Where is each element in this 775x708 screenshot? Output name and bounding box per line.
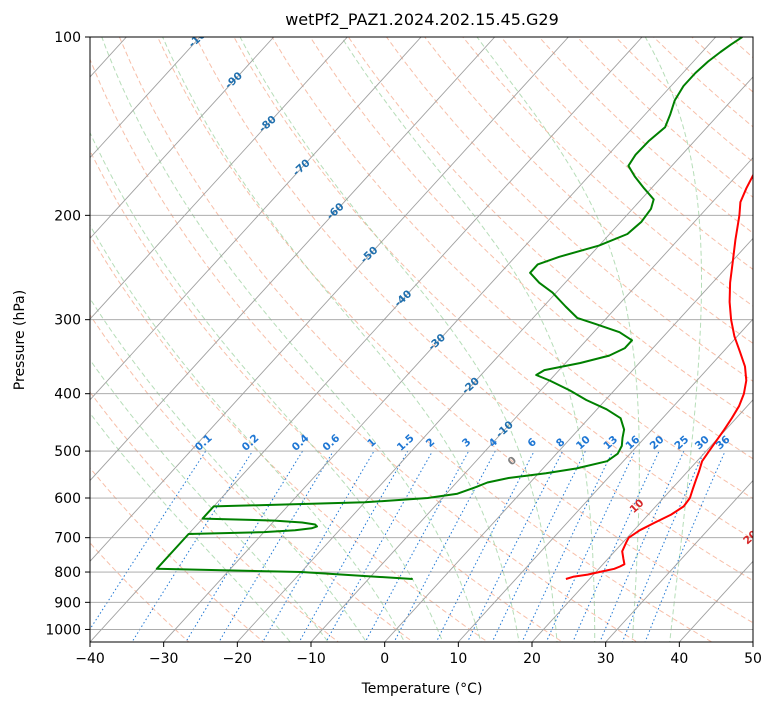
isotherm: [90, 37, 201, 159]
x-tick-label: 0: [380, 651, 389, 667]
y-tick-label: 200: [54, 208, 81, 224]
x-axis: −40 −30 −20 −10 0 10 20 30 40 50: [75, 642, 762, 667]
dewpoint-profile-line: [155, 37, 743, 580]
chart-title: wetPf2_PAZ1.2024.202.15.45.G29: [285, 10, 559, 30]
dry-adiabat: [309, 37, 753, 460]
y-tick-label: 1000: [45, 622, 81, 638]
isotherm: [384, 237, 753, 642]
y-tick-label: 700: [54, 531, 81, 547]
x-tick-label: −40: [75, 651, 105, 667]
y-tick-label: 900: [54, 595, 81, 611]
x-tick-label: 30: [597, 651, 615, 667]
isotherm: [310, 156, 753, 642]
dry-adiabat: [195, 37, 753, 582]
x-tick-label: 20: [523, 651, 541, 667]
y-tick-label: 800: [54, 565, 81, 581]
y-tick-label: 300: [54, 313, 81, 329]
moist-adiabat: [644, 37, 702, 642]
x-axis-label: Temperature (°C): [361, 681, 483, 697]
isotherm: [90, 37, 496, 482]
isotherm: [90, 37, 348, 320]
y-axis: 1000 900 800 700 600 500 400 300 200 100: [45, 30, 90, 638]
isotherm: [163, 37, 717, 642]
isotherm: [605, 479, 753, 642]
y-tick-label: 500: [54, 444, 81, 460]
x-tick-label: −30: [149, 651, 179, 667]
isotherm: [531, 399, 753, 642]
moist-adiabat: [239, 37, 558, 642]
x-tick-label: 10: [449, 651, 467, 667]
isotherm: [237, 76, 753, 642]
y-tick-label: 600: [54, 491, 81, 507]
x-tick-label: 50: [744, 651, 762, 667]
dry-adiabat-label: 20: [741, 528, 760, 547]
x-tick-label: −20: [223, 651, 253, 667]
dry-adiabat: [424, 37, 753, 344]
y-tick-label: 400: [54, 387, 81, 403]
isotherm: [90, 37, 422, 401]
moist-adiabat: [90, 224, 406, 642]
plot-background: [90, 37, 753, 642]
dry-adiabat: [90, 149, 564, 642]
y-axis-label: Pressure (hPa): [12, 290, 28, 390]
series-layer: [155, 37, 753, 580]
x-tick-label: −10: [296, 651, 326, 667]
plot-frame: [89, 36, 754, 643]
temperature-profile-line: [565, 173, 753, 580]
isotherm: [90, 37, 569, 562]
x-tick-label: 40: [670, 651, 688, 667]
background-lines: [90, 37, 753, 642]
isotherm: [458, 318, 753, 642]
dry-adiabat: [386, 37, 753, 382]
y-tick-label: 100: [54, 30, 81, 46]
isotherm: [90, 37, 275, 240]
